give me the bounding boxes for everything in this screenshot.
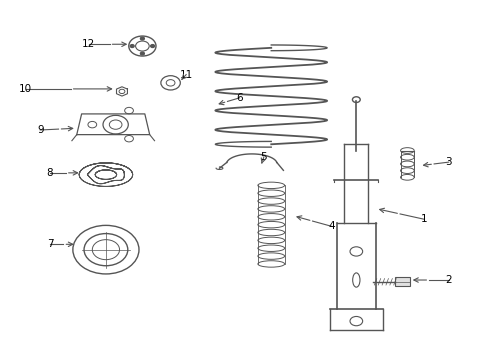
- Circle shape: [130, 45, 134, 48]
- Text: 7: 7: [46, 239, 53, 249]
- Text: 5: 5: [260, 152, 267, 162]
- Text: 2: 2: [445, 275, 451, 285]
- Circle shape: [140, 37, 144, 40]
- Text: 1: 1: [420, 214, 427, 224]
- Text: 10: 10: [19, 84, 32, 94]
- Text: 8: 8: [46, 168, 53, 178]
- Circle shape: [150, 45, 154, 48]
- Text: 3: 3: [445, 157, 451, 167]
- FancyBboxPatch shape: [394, 277, 409, 287]
- Circle shape: [140, 52, 144, 55]
- Text: 6: 6: [236, 93, 243, 103]
- Text: 9: 9: [37, 125, 43, 135]
- Text: 12: 12: [82, 39, 95, 49]
- Text: 4: 4: [328, 221, 335, 231]
- Text: 11: 11: [179, 69, 192, 80]
